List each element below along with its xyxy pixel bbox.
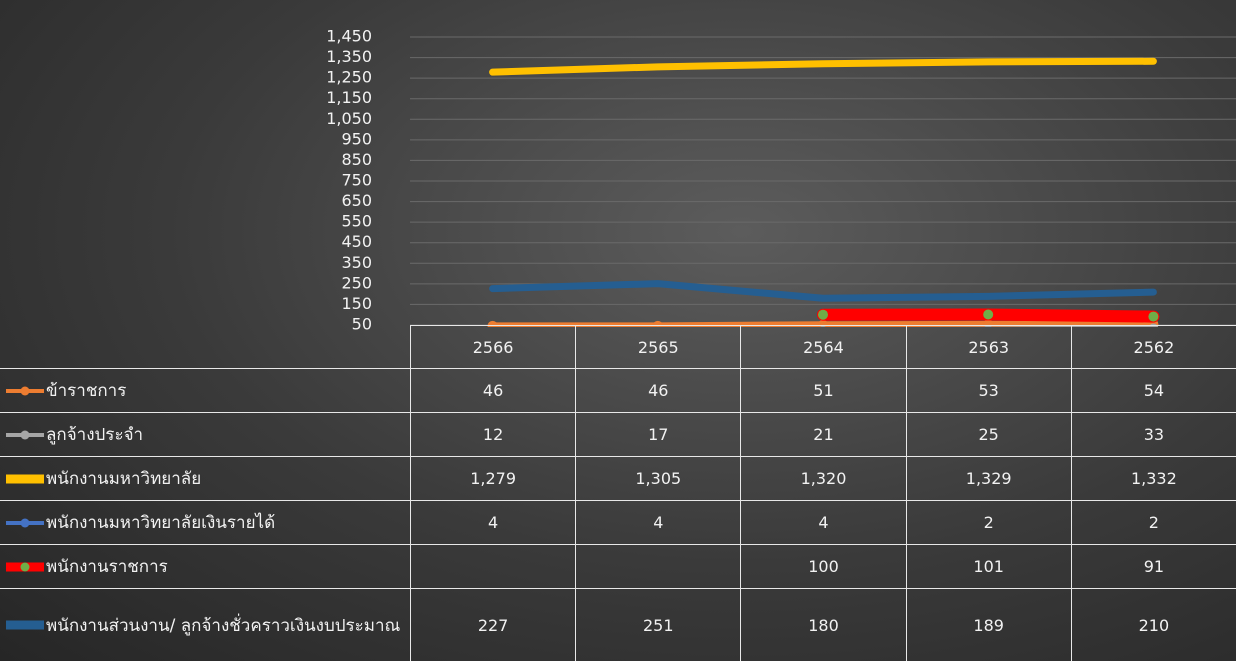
data-label: 1,332 [1070, 456, 1236, 501]
data-label: 4 [575, 500, 742, 545]
data-label: 54 [1070, 368, 1236, 413]
y-tick-label: 50 [352, 315, 372, 334]
series-marker [819, 325, 827, 327]
data-label: 4 [740, 500, 907, 545]
legend-key [6, 620, 44, 630]
x-tick-label: 2566 [410, 325, 577, 369]
data-label: 1,320 [740, 456, 907, 501]
series-marker [818, 309, 828, 320]
legend-key [6, 518, 44, 527]
series-marker [1148, 311, 1159, 322]
legend-entry: พนักงานราชการ [0, 544, 411, 589]
data-label: 189 [905, 588, 1072, 661]
legend-key [6, 562, 44, 571]
data-label: 1,305 [575, 456, 742, 501]
y-tick-label: 1,350 [326, 47, 372, 66]
legend-entry: ลูกจ้างประจำ [0, 412, 411, 457]
legend-label: ข้าราชการ [46, 381, 127, 401]
data-label: 17 [575, 412, 742, 457]
x-tick-label: 2562 [1070, 325, 1236, 369]
y-tick-label: 650 [341, 191, 372, 210]
data-label [575, 544, 742, 589]
x-tick-label: 2565 [575, 325, 742, 369]
legend-marker [20, 386, 30, 395]
legend-marker [20, 562, 30, 571]
legend-label: พนักงานราชการ [46, 557, 168, 577]
data-label: 51 [740, 368, 907, 413]
y-tick-label: 350 [341, 253, 372, 272]
data-label: 91 [1070, 544, 1236, 589]
y-tick-label: 1,150 [326, 88, 372, 107]
y-tick-label: 150 [341, 294, 372, 313]
series-line [489, 280, 1157, 302]
legend-marker [20, 518, 30, 527]
data-label: 100 [740, 544, 907, 589]
y-tick-label: 550 [341, 212, 372, 231]
data-label: 4 [410, 500, 577, 545]
x-tick-label: 2563 [905, 325, 1072, 369]
legend-entry: พนักงานส่วนงาน/ ลูกจ้างชั่วคราวเงินงบประ… [0, 588, 411, 661]
legend-label: ลูกจ้างประจำ [46, 425, 144, 445]
data-label: 25 [905, 412, 1072, 457]
data-label: 21 [740, 412, 907, 457]
x-tick-label: 2564 [740, 325, 907, 369]
legend-marker [20, 430, 30, 439]
data-label: 1,329 [905, 456, 1072, 501]
legend-entry: พนักงานมหาวิทยาลัยเงินรายได้ [0, 500, 411, 545]
data-label: 101 [905, 544, 1072, 589]
data-label: 2 [905, 500, 1072, 545]
legend-entry: ข้าราชการ [0, 368, 411, 413]
data-label [410, 544, 577, 589]
series-line [489, 57, 1157, 76]
y-tick-label: 1,050 [326, 109, 372, 128]
data-label: 251 [575, 588, 742, 661]
legend-label: พนักงานมหาวิทยาลัย [46, 469, 202, 489]
series-marker [983, 309, 994, 320]
legend-entry: พนักงานมหาวิทยาลัย [0, 456, 411, 501]
series-marker [656, 326, 660, 327]
data-label: 33 [1070, 412, 1236, 457]
legend-label: พนักงานมหาวิทยาลัยเงินรายได้ [46, 513, 276, 533]
data-label: 46 [410, 368, 577, 413]
y-tick-label: 1,450 [326, 27, 372, 46]
data-label: 2 [1070, 500, 1236, 545]
y-tick-label: 250 [341, 273, 372, 292]
legend-key [6, 386, 44, 395]
series-layer [487, 57, 1160, 327]
data-label: 12 [410, 412, 577, 457]
y-tick-label: 950 [341, 129, 372, 148]
y-tick-label: 1,250 [326, 68, 372, 87]
y-tick-label: 750 [341, 171, 372, 190]
legend-label: พนักงานส่วนงาน/ ลูกจ้างชั่วคราวเงินงบประ… [46, 615, 401, 636]
data-label: 227 [410, 588, 577, 661]
data-label: 46 [575, 368, 742, 413]
data-label: 53 [905, 368, 1072, 413]
legend-key [6, 430, 44, 439]
data-label: 1,279 [410, 456, 577, 501]
data-label: 210 [1070, 588, 1236, 661]
y-tick-label: 450 [341, 232, 372, 251]
data-label: 180 [740, 588, 907, 661]
y-tick-label: 850 [341, 150, 372, 169]
legend-key [6, 474, 44, 483]
